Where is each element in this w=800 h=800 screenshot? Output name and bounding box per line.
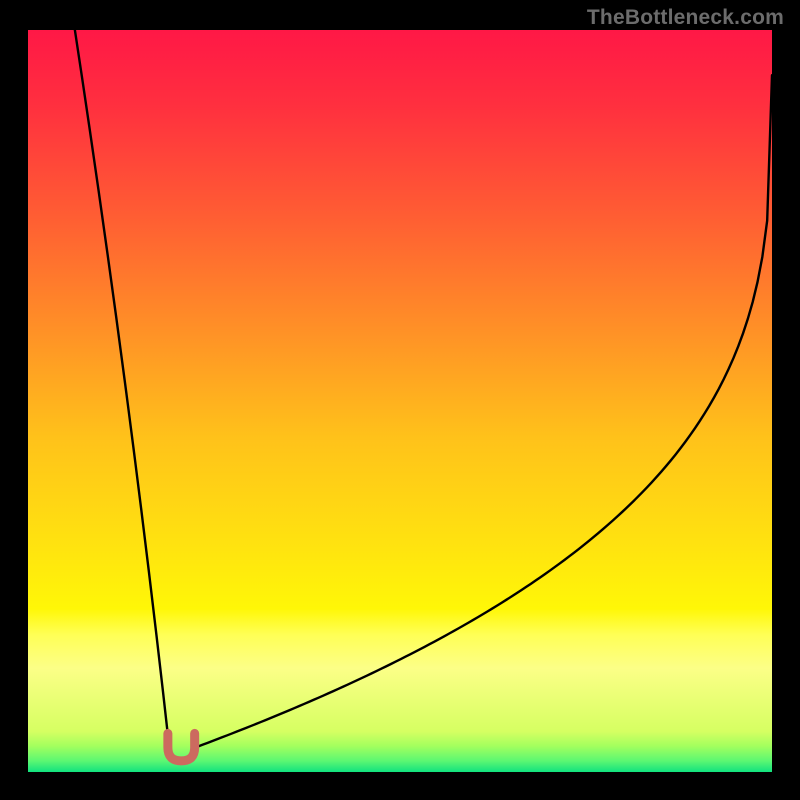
chart-svg [28,30,772,772]
root-container: TheBottleneck.com [0,0,800,800]
watermark-text: TheBottleneck.com [587,6,784,30]
chart-plot-area [28,30,772,772]
